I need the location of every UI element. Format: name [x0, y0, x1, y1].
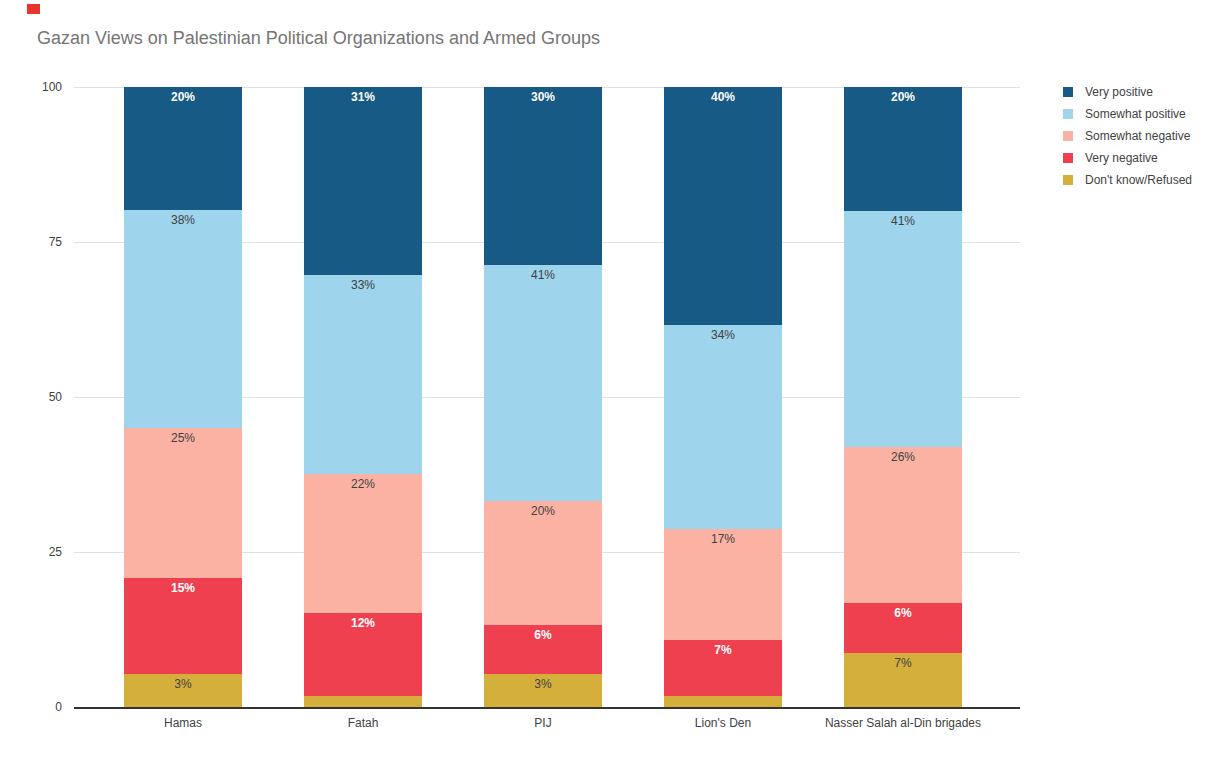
bar-segment[interactable]: 41% [484, 265, 602, 501]
bars-container: 20%38%25%15%3%Hamas31%33%22%12%Fatah30%4… [93, 87, 993, 707]
legend-swatch-icon [1063, 153, 1073, 163]
legend-item: Very positive [1063, 81, 1192, 103]
bar-segment[interactable]: 22% [304, 474, 422, 612]
segment-label: 20% [171, 91, 195, 104]
segment-label: 34% [711, 329, 735, 342]
bar-segment[interactable]: 20% [484, 501, 602, 625]
x-axis-label: Nasser Salah al-Din brigades [782, 716, 1024, 730]
bar-segment[interactable]: 25% [124, 428, 242, 577]
segment-label: 3% [534, 678, 551, 691]
bar-segment[interactable]: 7% [664, 640, 782, 696]
segment-label: 25% [171, 432, 195, 445]
red-marker-icon [27, 4, 40, 14]
segment-label: 33% [351, 279, 375, 292]
legend-label: Don't know/Refused [1085, 173, 1192, 187]
bar-segment[interactable]: 17% [664, 529, 782, 640]
bar-segment[interactable]: 3% [124, 674, 242, 707]
segment-label: 38% [171, 214, 195, 227]
y-tick-label: 25 [49, 545, 62, 559]
legend-label: Very positive [1085, 85, 1153, 99]
y-tick-label: 0 [55, 700, 62, 714]
bar-segment[interactable] [304, 696, 422, 707]
segment-label: 41% [891, 215, 915, 228]
legend-item: Somewhat negative [1063, 125, 1192, 147]
stacked-bar: 30% 41% 20% 6% 3% [484, 87, 602, 707]
bar-segment[interactable]: 15% [124, 578, 242, 674]
segment-label: 20% [891, 91, 915, 104]
stacked-bar: 31% 33% 22% 12% [304, 87, 422, 707]
chart-title: Gazan Views on Palestinian Political Org… [37, 28, 600, 49]
legend-swatch-icon [1063, 175, 1073, 185]
segment-label: 12% [351, 617, 375, 630]
bar-segment[interactable]: 30% [484, 87, 602, 265]
legend-label: Very negative [1085, 151, 1158, 165]
segment-label: 7% [894, 657, 911, 670]
category-band: 20%38%25%15%3%Hamas [93, 87, 273, 707]
bar-segment[interactable]: 41% [844, 211, 962, 447]
legend-label: Somewhat positive [1085, 107, 1186, 121]
legend: Very positive Somewhat positive Somewhat n… [1063, 81, 1192, 191]
category-band: 31%33%22%12%Fatah [273, 87, 453, 707]
stacked-bar: 20% 38% 25% 15% 3% [124, 87, 242, 707]
bar-segment[interactable]: 3% [484, 674, 602, 707]
segment-label: 15% [171, 582, 195, 595]
segment-label: 40% [711, 91, 735, 104]
bar-segment[interactable]: 6% [484, 625, 602, 674]
bar-segment[interactable]: 20% [124, 87, 242, 210]
segment-label: 26% [891, 451, 915, 464]
plot-area: 100755025020%38%25%15%3%Hamas31%33%22%12… [74, 87, 1020, 709]
bar-segment[interactable] [664, 696, 782, 707]
legend-swatch-icon [1063, 109, 1073, 119]
bar-segment[interactable]: 26% [844, 447, 962, 603]
bar-segment[interactable]: 31% [304, 87, 422, 275]
category-band: 20%41%26%6%7%Nasser Salah al-Din brigade… [813, 87, 993, 707]
bar-segment[interactable]: 38% [124, 210, 242, 428]
segment-label: 7% [714, 644, 731, 657]
legend-label: Somewhat negative [1085, 129, 1190, 143]
segment-label: 6% [534, 629, 551, 642]
legend-item: Somewhat positive [1063, 103, 1192, 125]
y-tick-label: 75 [49, 235, 62, 249]
stacked-bar: 20% 41% 26% 6% 7% [844, 87, 962, 707]
category-band: 30%41%20%6%3%PIJ [453, 87, 633, 707]
legend-item: Very negative [1063, 147, 1192, 169]
bar-segment[interactable]: 33% [304, 275, 422, 474]
segment-label: 3% [174, 678, 191, 691]
segment-label: 41% [531, 269, 555, 282]
y-tick-label: 50 [49, 390, 62, 404]
bar-segment[interactable]: 7% [844, 653, 962, 707]
segment-label: 17% [711, 533, 735, 546]
legend-swatch-icon [1063, 131, 1073, 141]
bar-segment[interactable]: 40% [664, 87, 782, 325]
segment-label: 6% [894, 607, 911, 620]
bar-segment[interactable]: 34% [664, 325, 782, 530]
legend-item: Don't know/Refused [1063, 169, 1192, 191]
segment-label: 30% [531, 91, 555, 104]
bar-segment[interactable]: 20% [844, 87, 962, 211]
segment-label: 20% [531, 505, 555, 518]
segment-label: 22% [351, 478, 375, 491]
bar-segment[interactable]: 12% [304, 613, 422, 696]
segment-label: 31% [351, 91, 375, 104]
bar-segment[interactable]: 6% [844, 603, 962, 652]
stacked-bar: 40% 34% 17% 7% [664, 87, 782, 707]
legend-swatch-icon [1063, 87, 1073, 97]
y-tick-label: 100 [42, 80, 62, 94]
category-band: 40%34%17%7%Lion's Den [633, 87, 813, 707]
